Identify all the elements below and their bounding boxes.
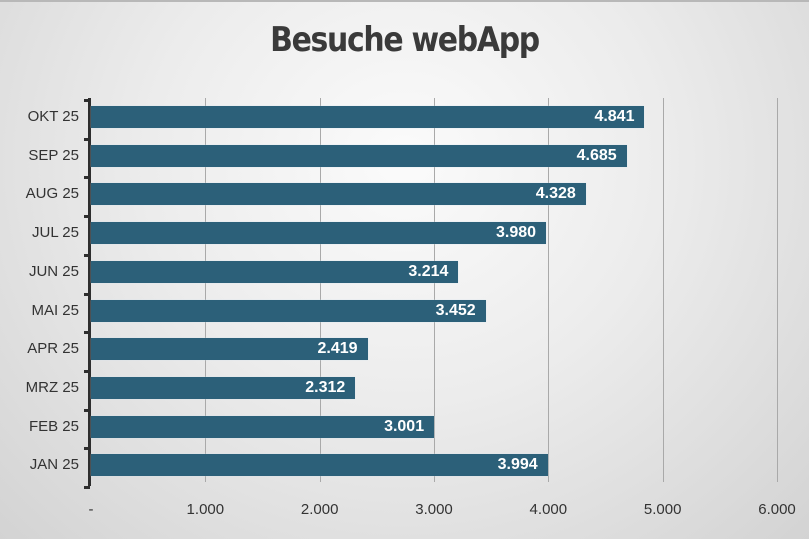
y-axis-tick — [84, 447, 90, 451]
gridline — [205, 98, 207, 482]
y-axis-tick — [84, 253, 90, 257]
bar: 4.841 — [91, 106, 645, 128]
bar: 3.994 — [91, 454, 548, 477]
bar: 4.328 — [91, 183, 586, 206]
x-tick-label: 3.000 — [415, 501, 453, 518]
y-category-label: JUL 25 — [32, 224, 79, 242]
y-axis-tick — [84, 292, 90, 296]
y-category-label: MAI 25 — [31, 301, 79, 319]
bar: 2.312 — [91, 376, 356, 399]
bar-value-label: 4.841 — [594, 108, 635, 125]
bar: 3.214 — [91, 260, 459, 283]
y-axis-tick — [84, 408, 90, 412]
bar: 3.980 — [91, 222, 547, 245]
y-axis-tick — [84, 99, 90, 102]
y-category-label: OKT 25 — [27, 108, 79, 125]
bar: 2.419 — [91, 338, 368, 361]
bar-value-label: 2.312 — [305, 378, 346, 396]
bar-value-label: 3.001 — [384, 417, 425, 435]
y-axis-tick — [84, 486, 90, 489]
y-axis-tick — [84, 369, 90, 373]
y-axis-line — [88, 98, 91, 486]
gridline — [777, 98, 778, 482]
bar-value-label: 3.980 — [495, 224, 537, 242]
y-category-label: MRZ 25 — [25, 378, 79, 396]
x-tick-label: 1.000 — [186, 501, 225, 518]
bar-value-label: 4.328 — [535, 185, 576, 203]
y-category-label: FEB 25 — [28, 417, 79, 435]
gridline — [548, 98, 550, 482]
bar-value-label: 2.419 — [317, 340, 358, 358]
bar-value-label: 3.214 — [408, 262, 449, 280]
y-axis-tick — [84, 176, 90, 180]
gridline — [319, 98, 321, 482]
x-tick-label: 4.000 — [529, 501, 568, 518]
y-category-label: AUG 25 — [25, 185, 79, 203]
bar: 3.452 — [91, 299, 486, 322]
chart-title: Besuche webApp — [270, 20, 540, 60]
y-axis-tick — [84, 215, 90, 219]
y-category-label: SEP 25 — [28, 146, 79, 164]
y-category-label: APR 25 — [27, 340, 79, 358]
x-tick-label: - — [88, 501, 94, 518]
top-border — [0, 0, 809, 2]
bar: 4.685 — [91, 144, 627, 167]
y-axis-tick — [84, 331, 90, 335]
bar-value-label: 3.452 — [435, 301, 476, 319]
gridline — [434, 98, 435, 482]
x-tick-label: 6.000 — [758, 501, 796, 518]
y-category-label: JUN 25 — [28, 262, 79, 280]
bar-value-label: 4.685 — [576, 146, 617, 164]
bar: 3.001 — [91, 415, 435, 438]
gridline — [662, 98, 664, 482]
bar-value-label: 3.994 — [497, 456, 538, 474]
x-tick-label: 2.000 — [300, 501, 339, 518]
y-axis-tick — [84, 137, 90, 141]
x-tick-label: 5.000 — [643, 501, 682, 518]
y-category-label: JAN 25 — [29, 456, 79, 474]
